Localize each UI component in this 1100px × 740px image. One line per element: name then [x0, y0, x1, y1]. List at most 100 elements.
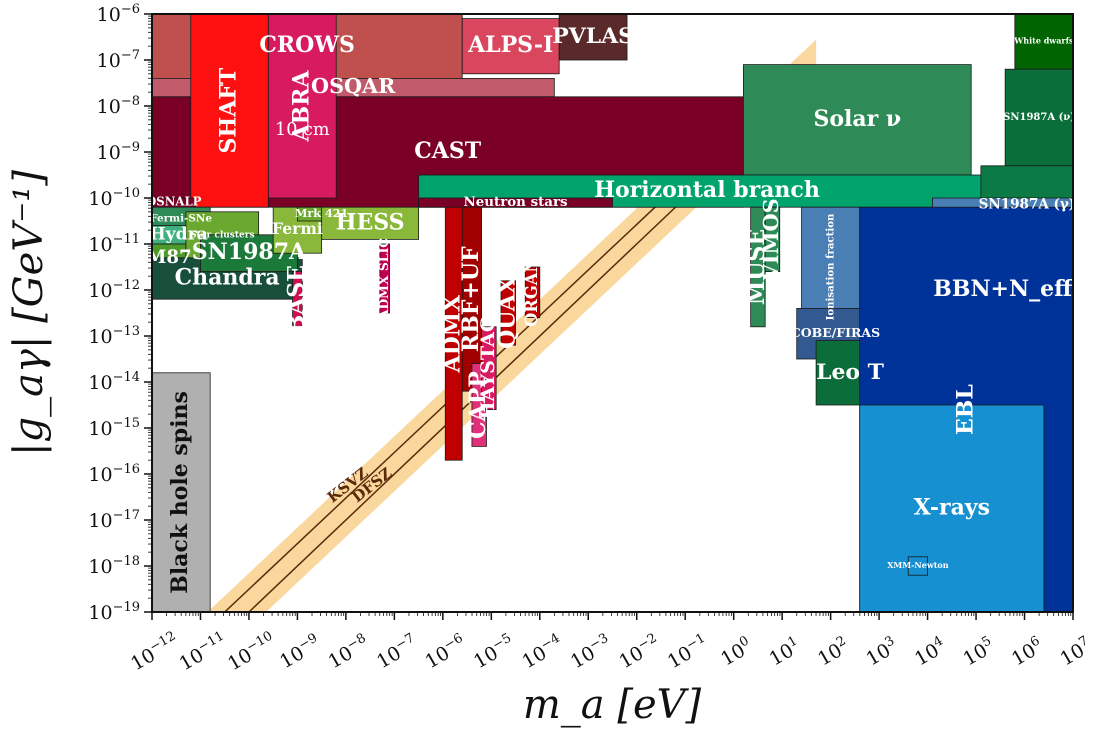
y-tick: 10−6 — [97, 2, 152, 26]
region-label-admx: ADMX — [440, 294, 466, 374]
x-tick-label: 10−12 — [126, 629, 183, 676]
region-black-hole-spins — [152, 372, 211, 612]
x-tick-label: 103 — [862, 633, 902, 670]
y-tick: 10−8 — [97, 61, 152, 118]
y-tick: 10−11 — [88, 199, 152, 256]
region-label-ionisation-fraction: Ionisation fraction — [825, 213, 837, 320]
region-label-quax: QUAX — [494, 276, 520, 349]
region-label-mrk-421: Mrk 421 — [295, 206, 348, 220]
x-tick: 104 — [910, 612, 975, 670]
region-label-muse: MUSE — [744, 229, 770, 305]
x-tick: 105 — [958, 612, 1023, 670]
y-tick-label: 10−13 — [88, 324, 140, 348]
x-tick-label: 10−8 — [324, 631, 374, 673]
y-tick-label: 10−19 — [88, 600, 140, 624]
region-label-hydra: Hydra — [149, 224, 207, 244]
region-label-haystac: HAYSTAC — [476, 317, 499, 420]
region-pvlas — [558, 14, 628, 61]
y-tick: 10−7 — [97, 15, 152, 72]
y-tick: 10−9 — [97, 107, 152, 164]
y-tick-label: 10−16 — [88, 462, 140, 486]
x-tick: 107 — [1055, 612, 1095, 670]
y-tick-label: 10−17 — [88, 508, 140, 532]
region-admx-slic — [379, 243, 390, 314]
y-tick-label: 10−6 — [97, 2, 140, 26]
region-label-xmm-newton: XMM-Newton — [887, 560, 949, 570]
y-tick: 10−15 — [88, 383, 152, 440]
region-hess — [321, 206, 420, 240]
region-label-black-hole-spins: Black hole spins — [167, 391, 193, 594]
y-tick: 10−16 — [88, 429, 152, 486]
y-tick-label: 10−12 — [88, 278, 140, 302]
x-tick-label: 104 — [910, 633, 950, 670]
x-tick-label: 105 — [958, 633, 998, 670]
region-label-dsnalp: DSNALP — [146, 195, 202, 209]
x-tick: 103 — [862, 612, 926, 670]
region-xmm-newton — [907, 556, 928, 576]
region-neutron-stars — [418, 197, 613, 208]
y-tick: 10−10 — [88, 153, 152, 210]
region-solar — [742, 64, 972, 176]
region-label-leo-t: Leo T — [816, 359, 885, 385]
region-alps-i — [461, 18, 560, 75]
region-x-rays — [859, 404, 1045, 612]
x-tick-label: 107 — [1055, 633, 1095, 670]
region-label-sn1987a: SN1987A (γ) — [979, 196, 1076, 212]
x-tick: 102 — [814, 612, 878, 670]
region-label-horizontal-branch: Horizontal branch — [594, 177, 820, 203]
x-tick: 101 — [766, 612, 829, 670]
region-organ — [524, 266, 541, 318]
x-tick: 106 — [1008, 612, 1072, 670]
x-tick-label: 10−4 — [518, 631, 568, 673]
y-tick-label: 10−15 — [88, 416, 140, 440]
region-label-x-rays: X-rays — [914, 495, 990, 521]
region-label-bbn-n-eff: BBN+N_eff — [933, 276, 1074, 302]
region-label-cast: CAST — [414, 138, 481, 164]
y-tick: 10−17 — [88, 475, 152, 532]
x-tick: 100 — [716, 612, 781, 670]
x-tick-label: 10−5 — [469, 631, 519, 673]
x-tick-label: 10−7 — [372, 631, 422, 673]
y-tick: 10−12 — [88, 245, 152, 302]
region-base — [292, 271, 303, 328]
region-label-base: BASE — [283, 265, 309, 333]
region-label-fermi: Fermi — [272, 219, 323, 238]
region-label-white-dwarfs: White dwarfs — [1013, 36, 1074, 46]
region-label-admx-slic: ADMX SLIC — [376, 238, 391, 320]
region-quax — [500, 280, 516, 346]
region-label-abra: ABRA — [288, 70, 314, 143]
region-label-crows: CROWS — [259, 32, 355, 58]
region-label-cobe-firas: COBE/FIRAS — [791, 325, 880, 340]
region-ionisation-fraction — [801, 206, 861, 328]
region-label-capp: CAPP — [465, 371, 491, 439]
region-label-shaft: SHAFT — [216, 67, 242, 153]
region-label-star-clusters: Star clusters — [190, 230, 255, 240]
y-tick-label: 10−10 — [88, 186, 140, 210]
y-tick-label: 10−18 — [88, 554, 140, 578]
y-tick: 10−14 — [88, 337, 152, 394]
region-label-sn1987a: SN1987A — [192, 239, 307, 265]
region-label-alps-i: ALPS-I — [467, 32, 553, 58]
region-label-pvlas: PVLAS — [552, 23, 634, 49]
x-tick-label: 10−6 — [421, 631, 471, 673]
region-label-vimos: VIMOS — [758, 198, 783, 281]
x-tick-label: 10−11 — [175, 629, 232, 676]
region-sublabel-abra: 10 cm — [275, 120, 330, 140]
region-haystac — [481, 326, 497, 410]
x-tick-label: 100 — [716, 633, 756, 670]
region-label-chandra: Chandra — [175, 265, 280, 291]
x-tick-label: 10−10 — [223, 629, 280, 676]
region-shaft — [190, 14, 269, 208]
x-tick-label: 10−9 — [275, 631, 325, 673]
x-tick-label: 10−1 — [663, 631, 713, 673]
x-tick-label: 10−2 — [614, 631, 664, 673]
plot-frame — [151, 13, 1074, 613]
region-label-fermi-sne: Fermi-SNe — [150, 213, 212, 225]
y-tick-label: 10−7 — [97, 48, 140, 72]
region-label-neutron-stars: Neutron stars — [464, 194, 568, 210]
region-sn1987a — [1004, 68, 1073, 167]
x-tick: 10−1 — [663, 612, 732, 673]
x-tick-label: 10−3 — [566, 631, 616, 673]
y-tick: 10−13 — [88, 291, 152, 348]
